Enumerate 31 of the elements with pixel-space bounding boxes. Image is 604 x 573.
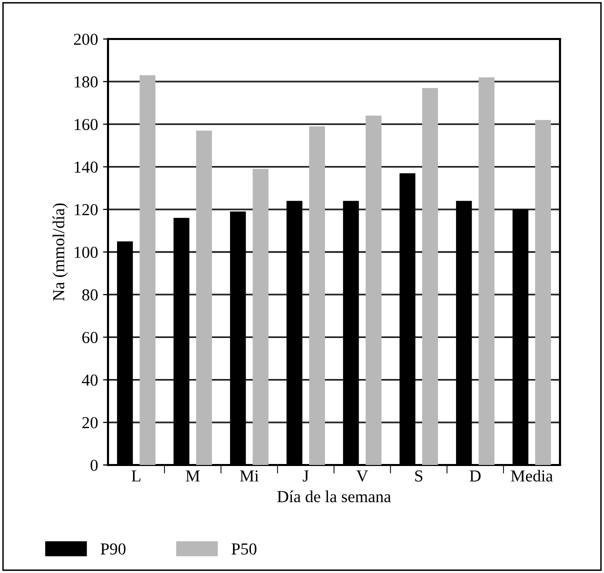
x-tick-label: S	[415, 470, 422, 482]
y-tick-label: 100	[74, 246, 98, 258]
y-tick-label: 140	[74, 162, 98, 173]
y-tick-label: 180	[74, 76, 98, 88]
bar	[309, 126, 325, 465]
x-tick-label: V	[356, 470, 368, 482]
y-tick-label: 20	[82, 417, 98, 428]
y-tick-label: 0	[90, 460, 98, 471]
bar	[422, 88, 438, 465]
y-tick-label: 80	[82, 289, 98, 301]
x-tick-label: M	[186, 470, 200, 482]
legend-label: P90	[100, 543, 126, 555]
bar	[478, 77, 494, 465]
y-tick-label: 200	[74, 34, 98, 45]
bar	[196, 130, 212, 465]
bar	[535, 120, 551, 465]
x-axis-title: Día de la semana	[277, 490, 391, 502]
y-axis-title: Na (mmol/día)	[52, 203, 68, 301]
x-tick-label: J	[302, 470, 309, 482]
y-tick-label: 120	[74, 204, 98, 216]
x-tick-label: Media	[510, 470, 553, 482]
y-tick-label: 60	[82, 332, 98, 344]
x-tick-label: D	[470, 470, 481, 482]
y-tick-label: 160	[74, 118, 98, 130]
y-tick-label: 40	[82, 374, 98, 386]
x-tick-label: L	[132, 470, 140, 482]
x-tick-label: Mi	[240, 470, 259, 482]
bar	[252, 168, 268, 465]
bar	[140, 75, 156, 465]
bar	[366, 116, 382, 465]
legend-label: P50	[232, 543, 256, 555]
